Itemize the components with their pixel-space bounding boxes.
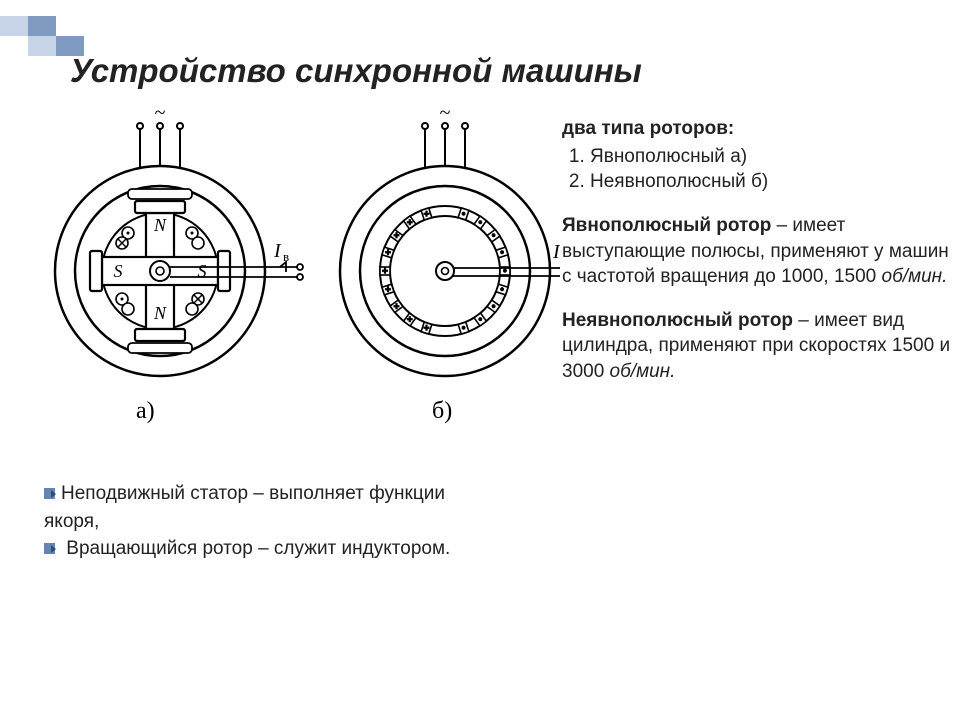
bullet-icon: [44, 488, 55, 499]
list-item: Явнополюсный а): [590, 144, 957, 170]
svg-text:•: •: [500, 285, 503, 295]
svg-text:~: ~: [440, 102, 451, 124]
svg-text:•: •: [492, 231, 495, 241]
svg-text:•: •: [479, 217, 482, 227]
svg-text:в: в: [283, 249, 289, 264]
svg-text:N: N: [153, 215, 167, 235]
svg-text:+: +: [424, 209, 429, 219]
bullet-icon: [44, 543, 55, 554]
term-em: об/мин.: [882, 266, 948, 287]
rotor-diagrams: ~: [40, 96, 560, 411]
svg-text:S: S: [114, 261, 123, 281]
rotor-types-heading: два типа роторов:: [562, 118, 734, 139]
term-bold: Явнополюсный ротор: [562, 215, 771, 236]
svg-text:I: I: [273, 240, 282, 262]
svg-text:•: •: [479, 315, 482, 325]
page-title: Устройство синхронной машины: [70, 52, 642, 90]
decor-square: [28, 16, 56, 36]
decor-square: [28, 36, 56, 56]
svg-text:+: +: [385, 247, 390, 257]
svg-text:•: •: [500, 247, 503, 257]
term-bold: Неявнополюсный ротор: [562, 310, 793, 331]
stator-bold: Неподвижный статор: [61, 483, 248, 504]
rotor-rest: – служит индуктором.: [253, 538, 450, 559]
svg-text:•: •: [462, 209, 465, 219]
svg-text:+: +: [394, 301, 399, 311]
svg-text:I: I: [552, 241, 560, 263]
nonsalient-paragraph: Неявнополюсный ротор – имеет вид цилиндр…: [562, 308, 957, 385]
svg-text:N: N: [153, 303, 167, 323]
svg-text:S: S: [198, 261, 207, 281]
term-em: об/мин.: [610, 361, 676, 382]
bottom-text-block: Неподвижный статор – выполняет функции я…: [44, 480, 484, 563]
svg-text:~: ~: [155, 102, 166, 124]
right-text-block: два типа роторов: Явнополюсный а) Неявно…: [562, 116, 957, 385]
rotor-bold: Вращающийся ротор: [61, 538, 253, 559]
svg-text:•: •: [492, 301, 495, 311]
svg-text:+: +: [382, 266, 387, 276]
caption-a: а): [136, 398, 155, 425]
rotor-types-list: Явнополюсный а) Неявнополюсный б): [562, 144, 957, 195]
caption-b: б): [432, 398, 452, 425]
svg-text:+: +: [407, 315, 412, 325]
svg-text:+: +: [424, 323, 429, 333]
svg-text:+: +: [394, 231, 399, 241]
svg-text:+: +: [385, 285, 390, 295]
decor-square: [0, 16, 28, 36]
svg-text:+: +: [407, 217, 412, 227]
salient-paragraph: Явнополюсный ротор – имеет выступающие п…: [562, 213, 957, 290]
list-item: Неявнополюсный б): [590, 169, 957, 195]
svg-text:•: •: [462, 323, 465, 333]
